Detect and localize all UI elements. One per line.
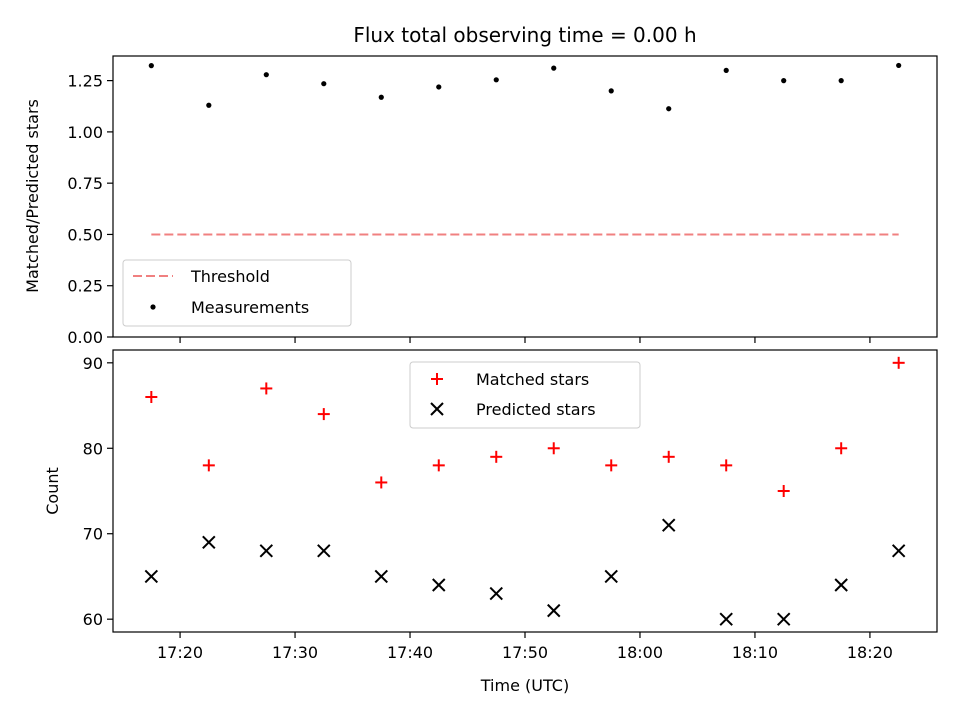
predicted-star-stroke bbox=[259, 544, 274, 558]
predicted-star-stroke bbox=[604, 569, 618, 584]
matched-star-point bbox=[432, 459, 445, 472]
top-x-ticks bbox=[179, 337, 871, 343]
predicted-star-point bbox=[891, 544, 906, 558]
matched-star-point bbox=[777, 485, 790, 497]
predicted-star-stroke bbox=[719, 612, 733, 626]
predicted-star-stroke bbox=[776, 612, 791, 626]
x-tick-label: 17:50 bbox=[502, 643, 548, 662]
legend-measurements-label: Measurements bbox=[191, 298, 309, 317]
x-tick-label: 17:20 bbox=[157, 643, 203, 662]
predicted-star-point bbox=[776, 612, 791, 626]
top-y-tick-label: 1.00 bbox=[67, 123, 103, 142]
measurement-point bbox=[493, 77, 499, 83]
predicted-star-stroke bbox=[144, 569, 159, 584]
bottom-y-tick-label: 70 bbox=[83, 525, 103, 544]
matched-star-point bbox=[892, 356, 905, 369]
top-y-axis-label: Matched/Predicted stars bbox=[23, 99, 42, 293]
bottom-y-axis-label: Count bbox=[43, 467, 62, 515]
matched-star-point bbox=[375, 476, 388, 489]
measurement-point bbox=[666, 106, 672, 112]
predicted-star-point bbox=[259, 544, 274, 558]
matched-star-point bbox=[605, 459, 618, 472]
bottom-y-tick-label: 60 bbox=[83, 610, 103, 629]
matched-star-point bbox=[145, 391, 158, 403]
top-plot-area bbox=[148, 62, 902, 236]
top-y-tick-label: 0.25 bbox=[67, 277, 103, 296]
measurement-point bbox=[838, 78, 844, 84]
x-tick-label: 17:30 bbox=[272, 643, 318, 662]
predicted-star-stroke bbox=[891, 544, 906, 558]
top-panel: 0.00 0.25 0.50 0.75 1.00 1.25 Matched/Predict… bbox=[23, 55, 938, 347]
predicted-star-stroke bbox=[374, 569, 388, 584]
legend-threshold-label: Threshold bbox=[190, 267, 270, 286]
x-tick-label: 17:40 bbox=[387, 643, 433, 662]
measurement-point bbox=[321, 81, 327, 87]
top-y-tick-label: 1.25 bbox=[67, 72, 103, 91]
bottom-y-ticks: 60 70 80 90 bbox=[83, 354, 113, 629]
predicted-star-point bbox=[374, 569, 388, 584]
matched-star-point bbox=[490, 450, 503, 463]
predicted-star-stroke bbox=[547, 603, 561, 618]
legend-measurements-swatch bbox=[150, 304, 156, 310]
legend-predicted-swatch bbox=[430, 402, 444, 416]
top-legend-box bbox=[122, 259, 352, 327]
measurement-point bbox=[551, 65, 557, 71]
measurement-point bbox=[723, 67, 729, 73]
predicted-star-point bbox=[202, 535, 216, 549]
predicted-star-stroke bbox=[662, 518, 676, 532]
x-axis-label: Time (UTC) bbox=[480, 676, 569, 695]
predicted-star-point bbox=[547, 603, 561, 618]
legend-matched-swatch bbox=[431, 373, 443, 385]
measurement-point bbox=[896, 62, 902, 69]
matched-star-point bbox=[835, 442, 848, 455]
legend-predicted-label: Predicted stars bbox=[476, 400, 596, 419]
predicted-star-point bbox=[317, 544, 331, 558]
measurement-point bbox=[781, 78, 787, 84]
predicted-star-point bbox=[719, 612, 733, 626]
predicted-star-stroke bbox=[489, 586, 503, 601]
x-tick-label: 18:10 bbox=[732, 643, 778, 662]
predicted-star-point bbox=[489, 586, 503, 601]
measurement-point bbox=[206, 102, 212, 108]
top-legend: Threshold Measurements bbox=[122, 259, 352, 327]
x-tick-label: 18:20 bbox=[847, 643, 893, 662]
predicted-star-stroke bbox=[432, 578, 446, 592]
top-y-tick-label: 0.50 bbox=[67, 225, 103, 244]
predicted-star-stroke bbox=[317, 544, 331, 558]
measurement-point bbox=[608, 88, 614, 94]
matched-star-point bbox=[662, 450, 675, 463]
bottom-y-tick-label: 90 bbox=[83, 354, 103, 373]
measurement-point bbox=[378, 94, 384, 100]
measurement-point bbox=[436, 84, 442, 90]
matched-star-point bbox=[260, 382, 273, 395]
predicted-star-point bbox=[604, 569, 618, 584]
top-y-ticks: 0.00 0.25 0.50 0.75 1.00 1.25 bbox=[67, 72, 113, 347]
bottom-y-tick-label: 80 bbox=[83, 439, 103, 458]
matched-star-point bbox=[547, 442, 560, 455]
predicted-star-point bbox=[144, 569, 159, 584]
chart-title: Flux total observing time = 0.00 h bbox=[353, 23, 696, 47]
x-tick-label: 18:00 bbox=[617, 643, 663, 662]
predicted-star-point bbox=[662, 518, 676, 532]
matched-star-point bbox=[317, 408, 330, 421]
bottom-legend: Matched stars Predicted stars bbox=[409, 361, 641, 429]
matched-star-point bbox=[720, 459, 733, 472]
measurement-point bbox=[148, 63, 154, 69]
measurement-point bbox=[263, 72, 269, 78]
matched-star-point bbox=[202, 459, 215, 472]
top-y-tick-label: 0.00 bbox=[67, 328, 103, 347]
predicted-star-point bbox=[834, 578, 848, 592]
bottom-plot-area bbox=[144, 356, 906, 626]
legend-matched-label: Matched stars bbox=[476, 370, 589, 389]
bottom-x-ticks: 17:20 17:30 17:40 17:50 18:00 18:10 18:20 bbox=[157, 632, 893, 662]
top-y-tick-label: 0.75 bbox=[67, 174, 103, 193]
predicted-star-stroke bbox=[834, 578, 848, 592]
predicted-star-stroke bbox=[202, 535, 216, 549]
predicted-star-point bbox=[432, 578, 446, 592]
bottom-legend-box bbox=[409, 361, 641, 429]
